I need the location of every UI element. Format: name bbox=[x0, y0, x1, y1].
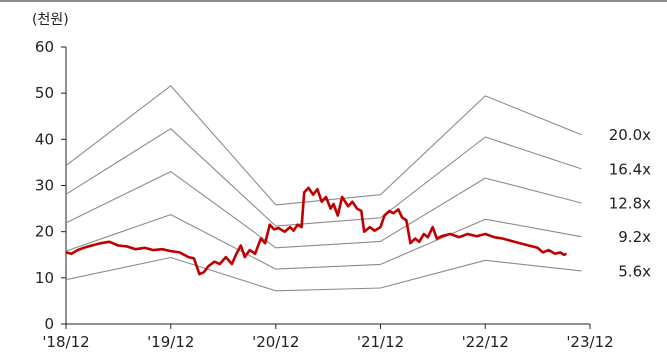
x-tick-label: '19/12 bbox=[147, 333, 194, 351]
x-axis-ticks: '18/12 '19/12 '20/12 '21/12 '22/12 '23/12 bbox=[42, 324, 614, 351]
x-tick-label: '18/12 bbox=[42, 333, 89, 351]
band-line-9-2x bbox=[65, 214, 582, 270]
band-line-12-8x bbox=[65, 171, 582, 249]
band-label: 20.0x bbox=[609, 126, 651, 144]
y-tick-label: 40 bbox=[35, 130, 54, 148]
y-tick-label: 30 bbox=[35, 177, 54, 195]
band-label: 5.6x bbox=[618, 262, 651, 280]
x-tick-label: '23/12 bbox=[566, 333, 613, 351]
y-tick-label: 0 bbox=[44, 315, 54, 333]
axes bbox=[65, 47, 590, 325]
band-label: 12.8x bbox=[609, 195, 651, 213]
x-tick-label: '20/12 bbox=[252, 333, 299, 351]
y-tick-label: 20 bbox=[35, 223, 54, 241]
price-series-line bbox=[65, 186, 567, 276]
y-tick-label: 50 bbox=[35, 84, 54, 102]
y-axis-unit-label: (천원) bbox=[32, 12, 69, 28]
band-label: 9.2x bbox=[618, 228, 651, 246]
y-axis-ticks: 0 10 20 30 40 50 60 bbox=[35, 38, 66, 333]
band-labels: 20.0x 16.4x 12.8x 9.2x 5.6x bbox=[609, 126, 651, 280]
x-tick-label: '21/12 bbox=[357, 333, 404, 351]
band-line-5-6x bbox=[65, 256, 582, 292]
series-layer bbox=[65, 85, 582, 292]
band-line-16-4x bbox=[65, 128, 582, 227]
y-tick-label: 60 bbox=[35, 38, 54, 56]
y-tick-label: 10 bbox=[35, 269, 54, 287]
band-label: 16.4x bbox=[609, 160, 651, 178]
x-tick-label: '22/12 bbox=[462, 333, 509, 351]
